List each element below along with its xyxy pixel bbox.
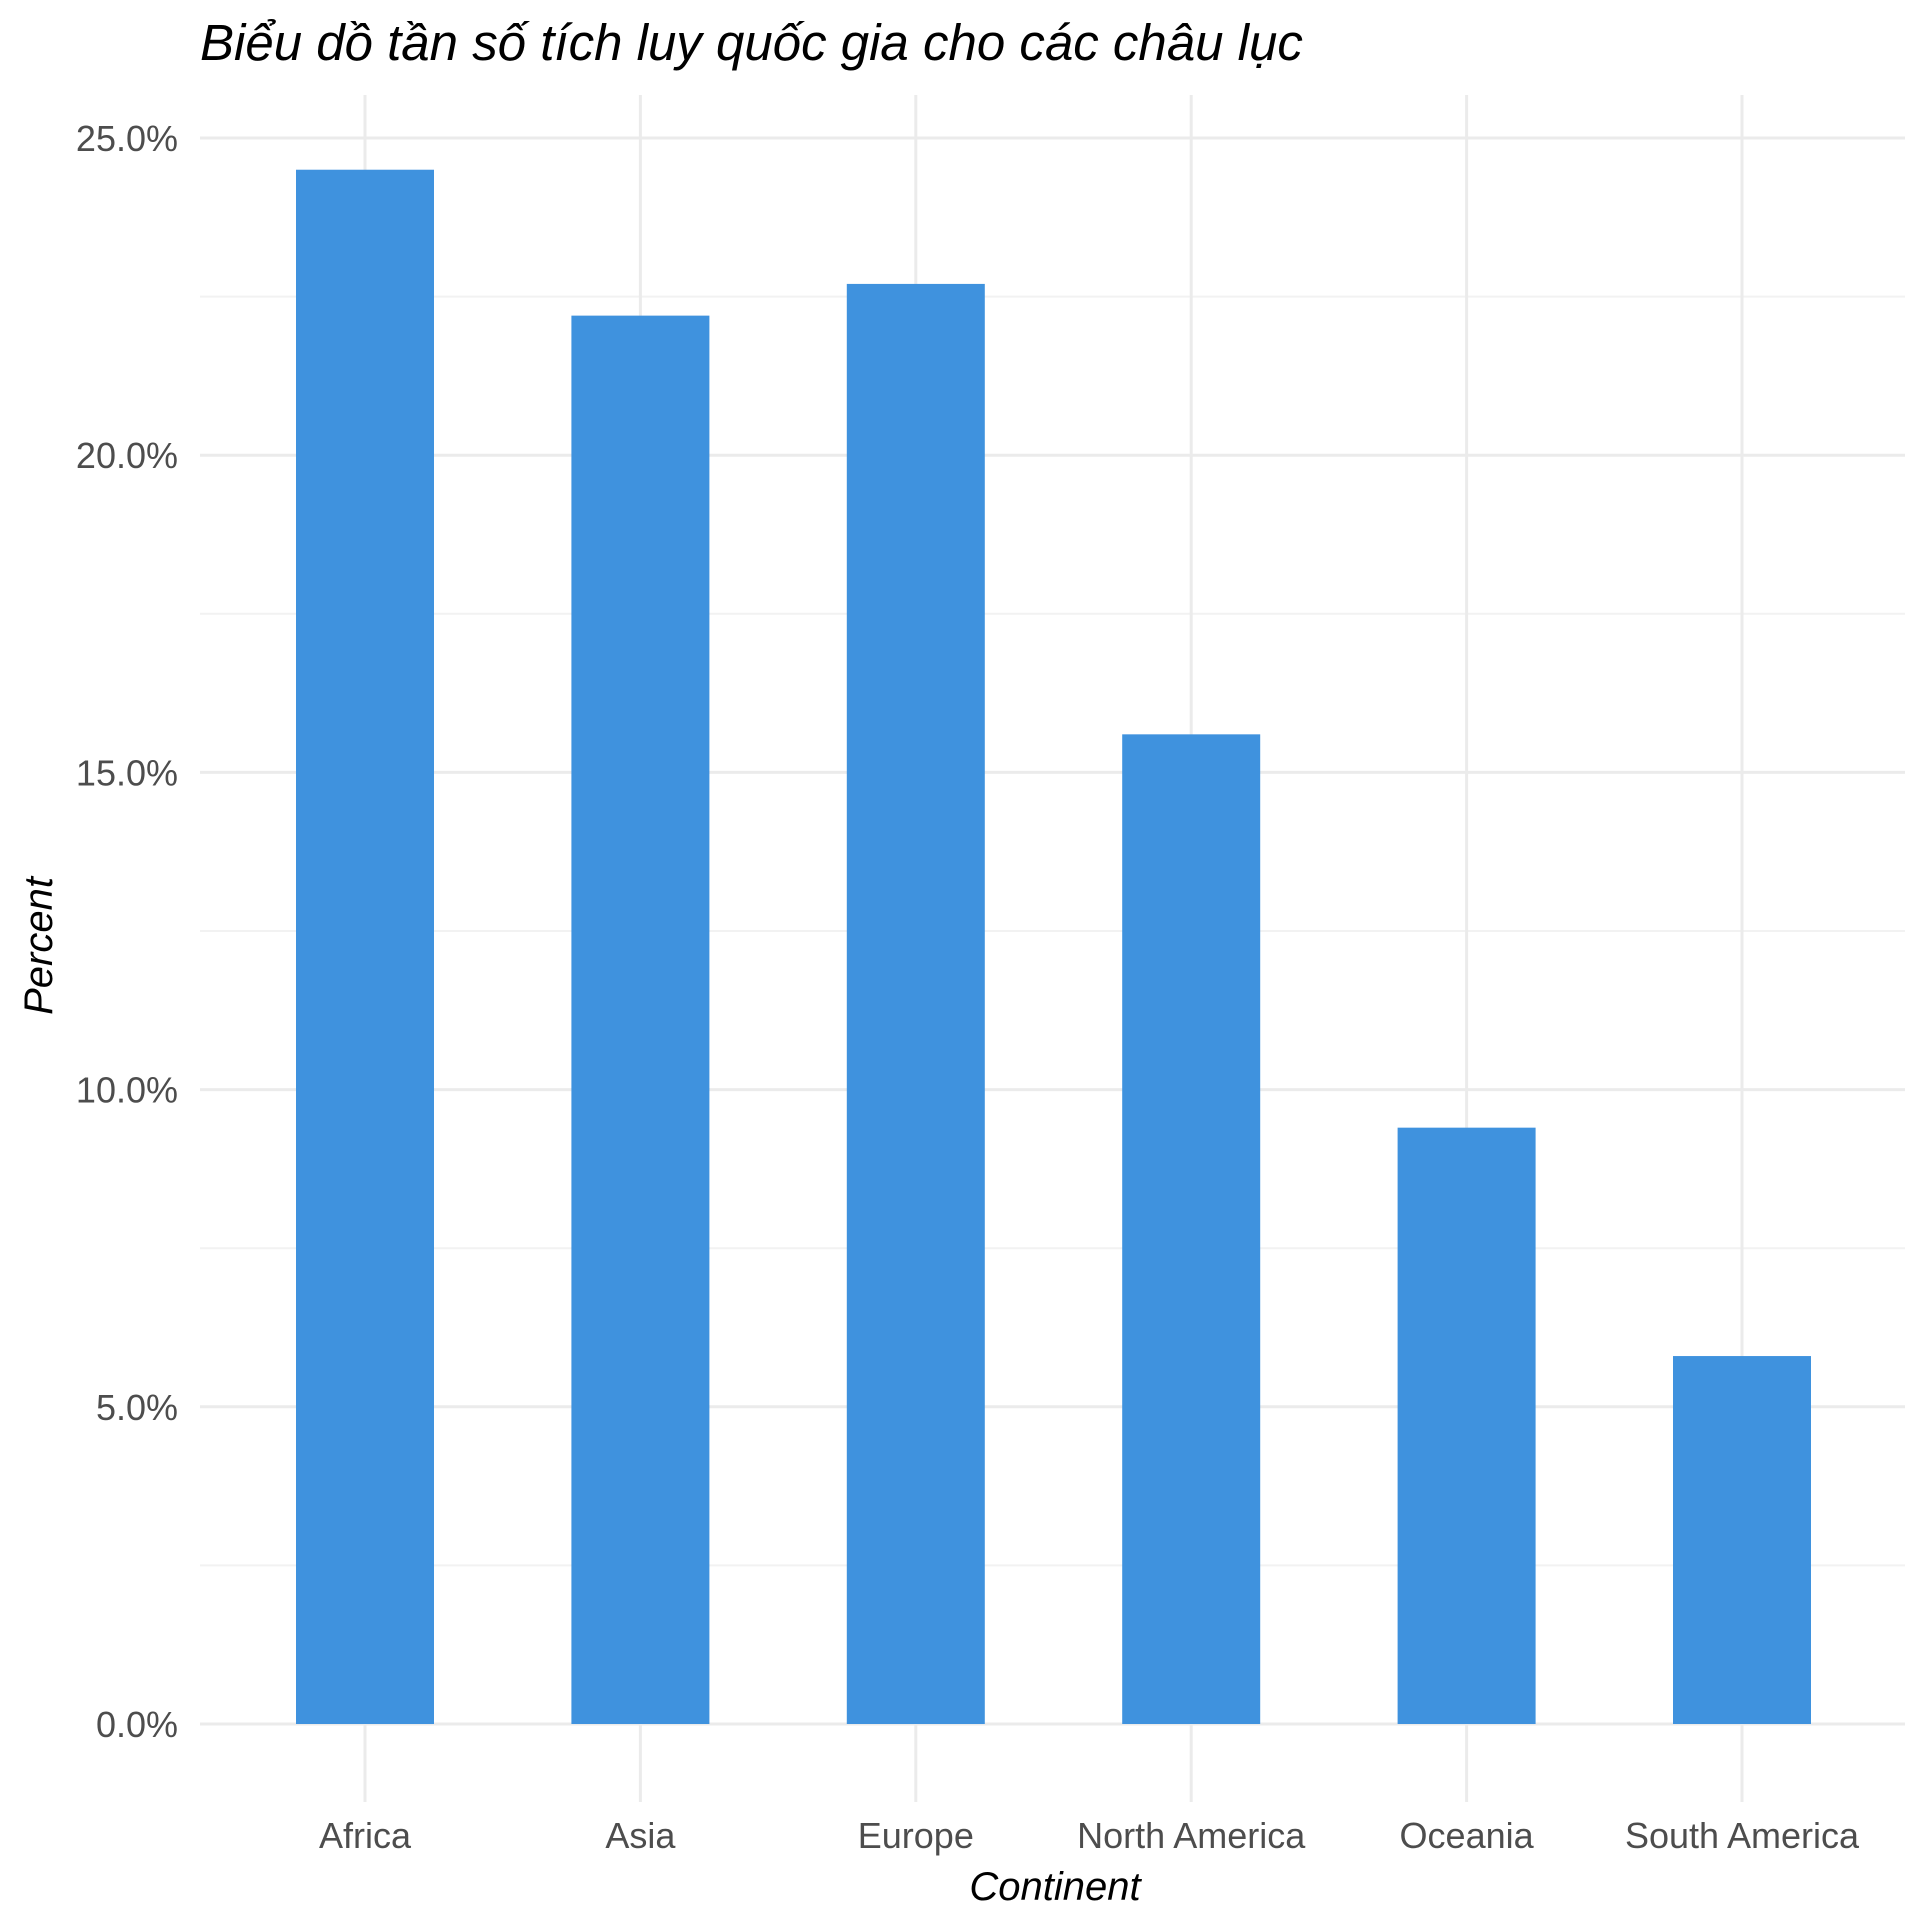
x-axis-title: Continent (969, 1865, 1142, 1909)
bar-europe (846, 283, 985, 1724)
bar-africa (296, 169, 434, 1725)
bar-south-america (1673, 1356, 1811, 1724)
x-tick-label: North America (1077, 1815, 1306, 1856)
y-axis-title: Percent (17, 875, 61, 1015)
y-tick-label: 15.0% (76, 752, 178, 793)
x-tick-label: Europe (858, 1815, 974, 1856)
bar-asia (571, 315, 710, 1725)
x-tick-label: Africa (319, 1815, 412, 1856)
y-tick-label: 5.0% (96, 1387, 178, 1428)
y-tick-label: 0.0% (96, 1704, 178, 1745)
y-tick-label: 10.0% (76, 1070, 178, 1111)
x-tick-label: Asia (605, 1815, 676, 1856)
x-tick-label: Oceania (1400, 1815, 1535, 1856)
bars-group (296, 169, 1811, 1725)
chart-title: Biểu dồ tần số tích luy quốc gia cho các… (200, 14, 1303, 71)
y-tick-label: 20.0% (76, 435, 178, 476)
y-axis-ticks: 0.0% 5.0% 10.0% 15.0% 20.0% 25.0% (76, 118, 178, 1745)
grid-lines (200, 95, 1905, 1802)
bar-oceania (1397, 1127, 1536, 1724)
bar-north-america (1122, 734, 1261, 1724)
y-tick-label: 25.0% (76, 118, 178, 159)
x-tick-label: South America (1625, 1815, 1860, 1856)
x-axis-ticks: Africa Asia Europe North America Oceania Sout… (319, 1815, 1860, 1856)
